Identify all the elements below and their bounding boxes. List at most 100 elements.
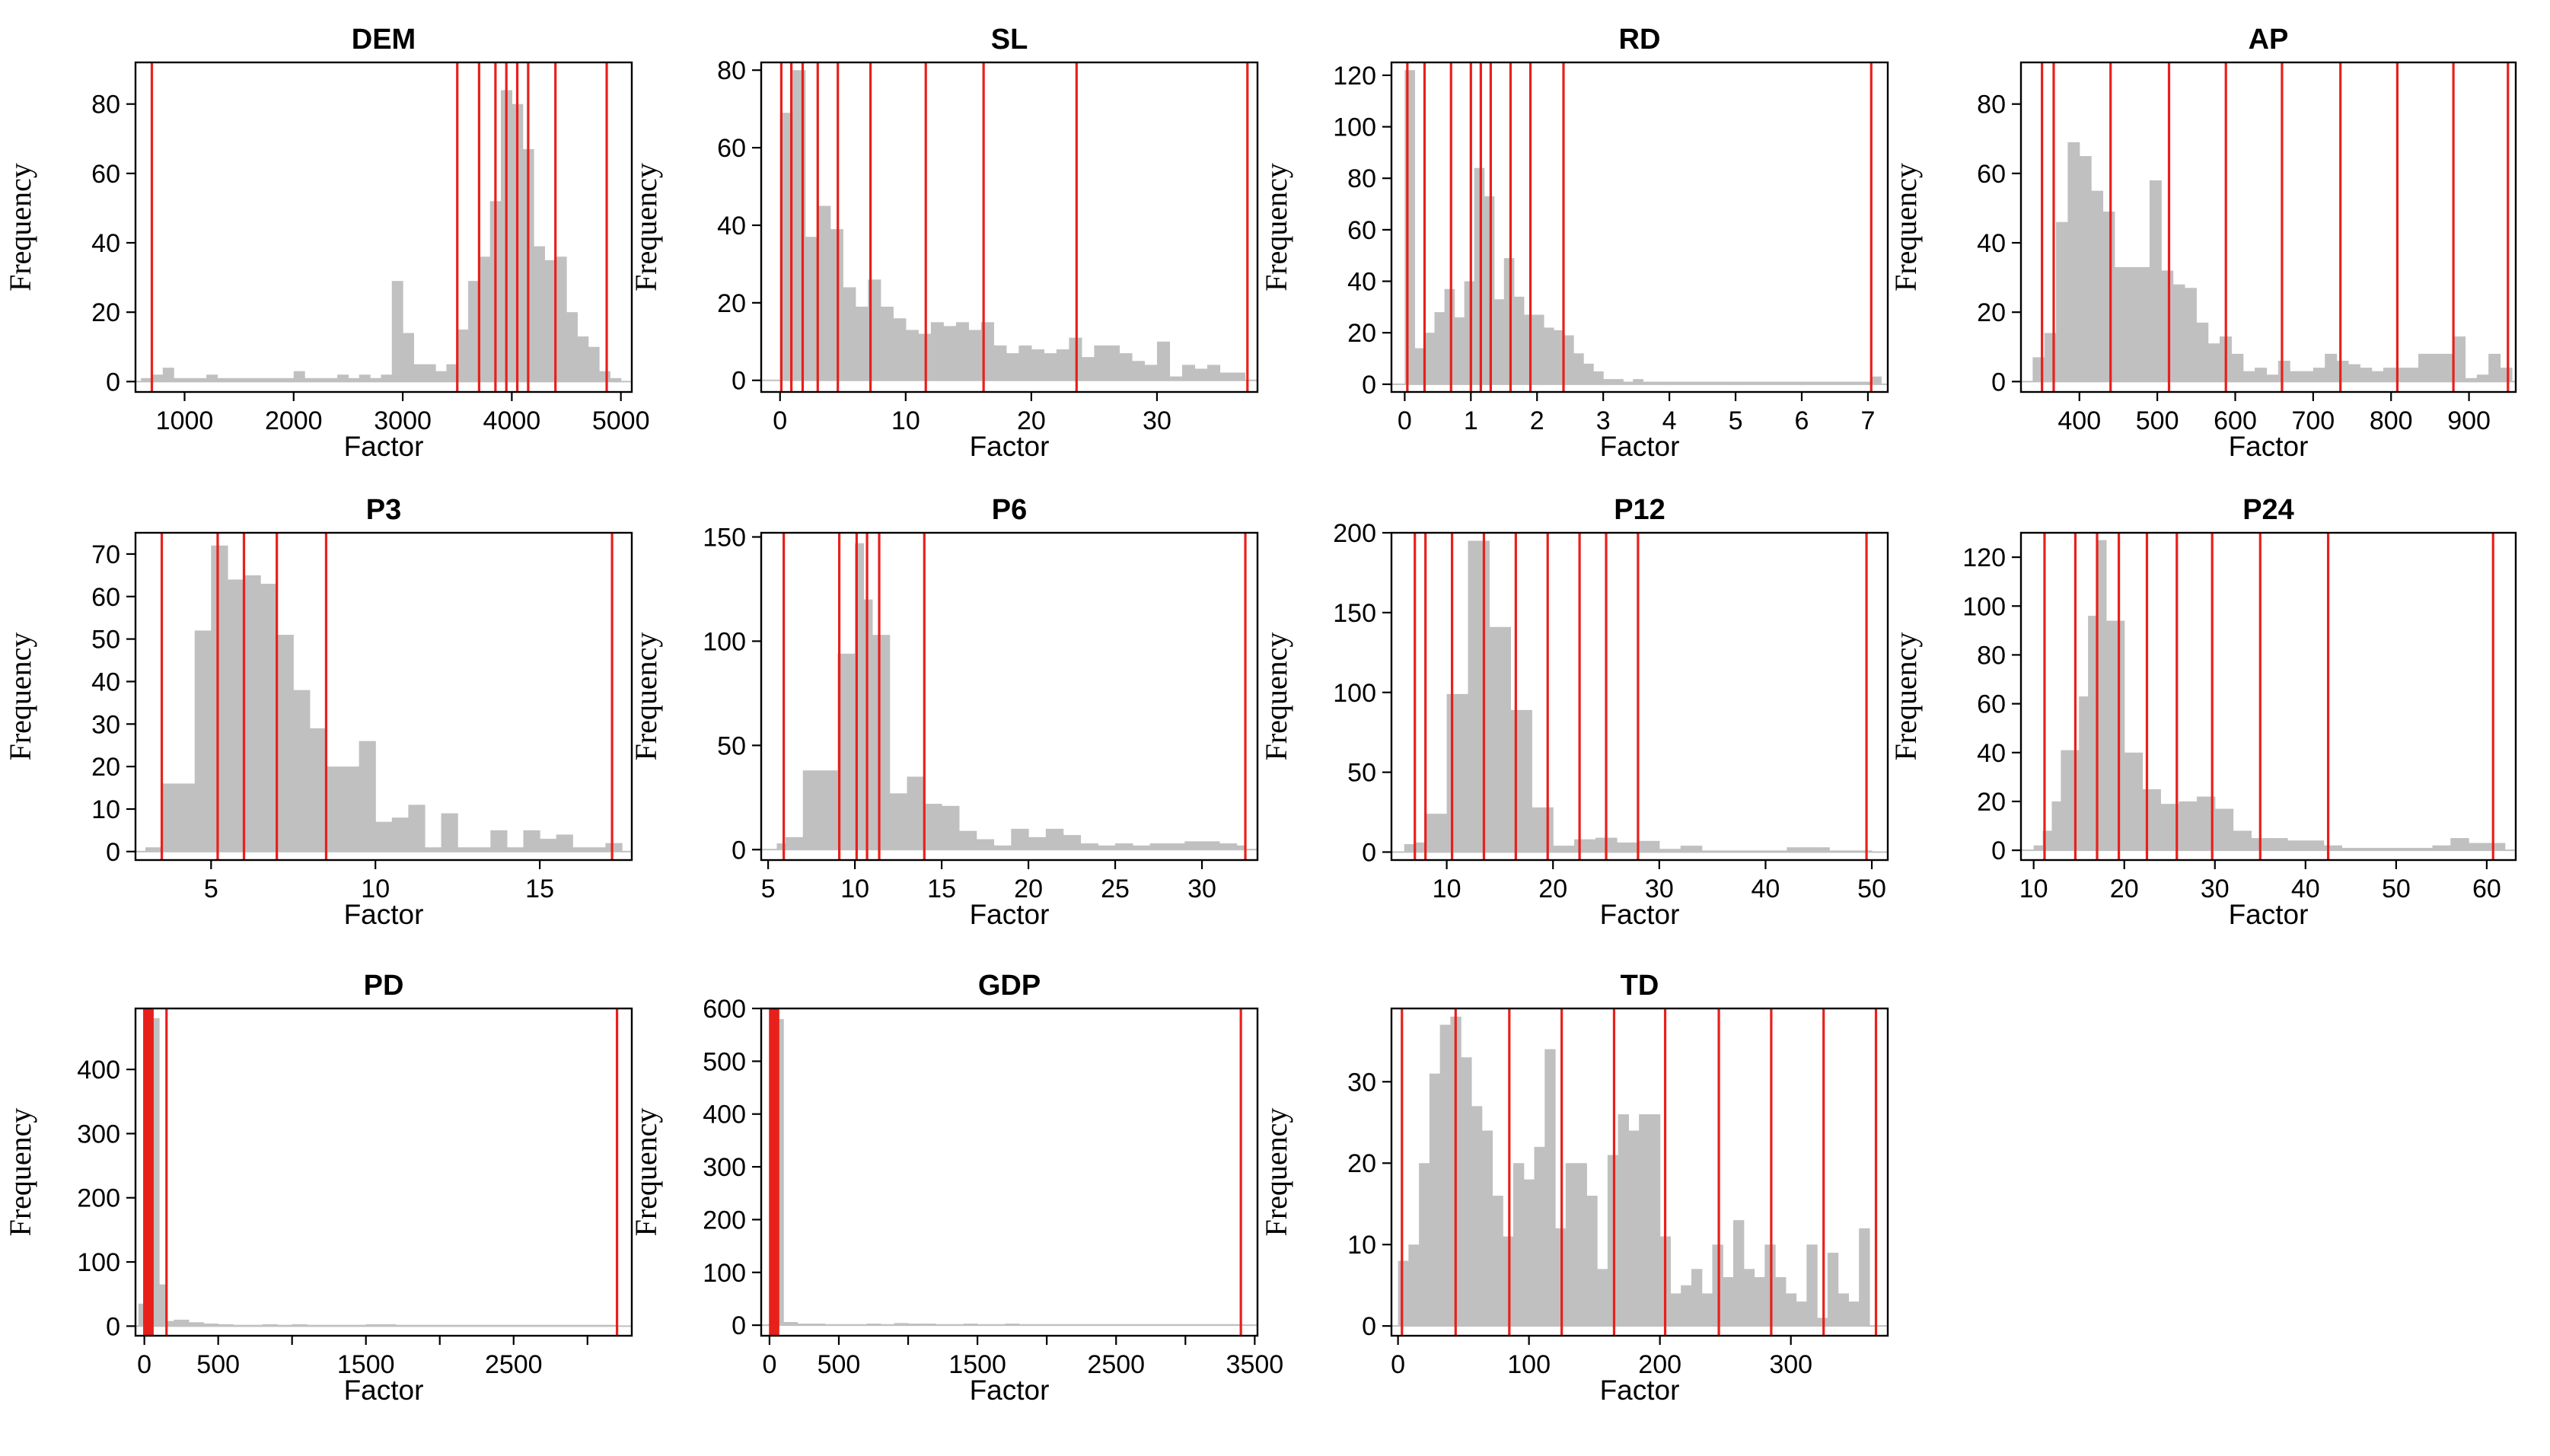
histogram-bar: [381, 1324, 397, 1327]
histogram-bar: [2056, 221, 2069, 382]
y-tick-label: 20: [1347, 1149, 1376, 1178]
x-tick-label: 5: [761, 875, 776, 903]
histogram-bar: [1493, 299, 1505, 384]
histogram-bar: [151, 1018, 160, 1327]
y-tick-label: 20: [1977, 298, 2006, 327]
histogram-bar: [1503, 258, 1515, 384]
y-tick-label: 10: [91, 795, 120, 824]
histogram-bar: [145, 847, 163, 852]
histogram-bar: [1586, 1196, 1598, 1327]
histogram-bar: [2378, 847, 2397, 851]
histogram-bar: [605, 843, 623, 852]
y-tick-label: 300: [77, 1120, 120, 1149]
x-axis-label: Factor: [970, 1375, 1050, 1406]
histogram-bar: [1771, 381, 1783, 384]
histogram-bar: [2102, 211, 2115, 382]
panel-title: P24: [2242, 494, 2294, 526]
histogram-bar: [1523, 1179, 1535, 1327]
x-axis-label: Factor: [970, 431, 1050, 462]
panel-title: PD: [364, 970, 404, 1002]
histogram-bar: [555, 256, 567, 382]
histogram-bar: [1827, 1252, 1839, 1327]
histogram-bar: [2088, 616, 2098, 851]
y-tick-label: 80: [717, 56, 746, 85]
y-axis-label: Frequency: [3, 1108, 37, 1237]
histogram-bar: [779, 113, 793, 381]
x-tick-label: 0: [1398, 406, 1412, 435]
histogram-bar: [1132, 845, 1151, 850]
panel-title: P6: [992, 494, 1027, 526]
x-tick-label: 20: [2110, 875, 2139, 903]
y-axis-label: Frequency: [1259, 163, 1293, 292]
panel-pd: 0 500 1500 2500 0 100 200 300 400 PD Factor Frequen…: [3, 970, 633, 1406]
histogram-bar: [141, 378, 153, 382]
plot-frame: [760, 1007, 1259, 1337]
x-tick-label: 500: [818, 1350, 861, 1379]
y-tick-label: 20: [1347, 319, 1376, 348]
histogram-bar: [326, 378, 338, 382]
histogram-bar: [1156, 341, 1171, 381]
histogram-bar: [184, 378, 196, 382]
histogram-bar: [1425, 814, 1437, 852]
histogram-bar: [1574, 839, 1596, 852]
histogram-bar: [473, 847, 491, 852]
x-axis-label: Factor: [344, 1375, 424, 1406]
x-axis-label: Factor: [344, 899, 424, 930]
histogram-bar: [1028, 836, 1047, 850]
histogram-bar: [1861, 381, 1872, 384]
histogram-bar: [811, 1324, 826, 1326]
x-tick-label: 100: [1507, 1350, 1551, 1379]
histogram-bar: [1045, 828, 1064, 850]
y-axis-label: Frequency: [1889, 163, 1923, 292]
x-tick-label: 3: [1596, 406, 1611, 435]
histogram-bar: [1806, 1244, 1818, 1327]
y-tick-label: 400: [703, 1101, 746, 1129]
histogram-bar: [2196, 322, 2209, 382]
histogram-bar: [2105, 620, 2116, 851]
histogram-bar: [1144, 365, 1158, 381]
histogram-bar: [1848, 1301, 1860, 1327]
x-tick-label: 3500: [1226, 1350, 1284, 1379]
y-tick-label: 0: [1991, 836, 2006, 865]
histogram-bar: [1593, 371, 1604, 384]
y-axis-label: Frequency: [1259, 632, 1293, 761]
x-tick-label: 50: [2382, 875, 2411, 903]
histogram-bar: [194, 630, 212, 852]
histogram-bar: [1628, 1130, 1640, 1327]
histogram-bar: [599, 371, 610, 382]
histogram-bar: [1006, 353, 1019, 381]
x-tick-label: 30: [1143, 406, 1171, 435]
histogram-bar: [993, 345, 1007, 381]
histogram-bar: [1701, 1293, 1713, 1327]
y-tick-label: 200: [77, 1184, 120, 1213]
histogram-bar: [2114, 266, 2127, 382]
histogram-bar: [2336, 360, 2349, 382]
plot-frame: [1390, 61, 1889, 393]
histogram-bar: [218, 1324, 234, 1327]
histogram-bar: [1643, 381, 1653, 384]
panel-title: RD: [1619, 24, 1661, 56]
y-tick-label: 60: [1977, 160, 2006, 189]
histogram-bar: [1167, 843, 1185, 850]
plot-area: [761, 533, 1257, 860]
histogram-bar: [161, 783, 179, 852]
histogram-bar: [1454, 317, 1465, 384]
x-tick-label: 20: [1538, 875, 1567, 903]
histogram-bar: [1723, 1276, 1734, 1327]
panel-p24: 10 20 30 40 50 60 0 20 40 60 80 100 120 P24 Factor Freq…: [1889, 494, 2517, 930]
histogram-bar: [1662, 381, 1674, 384]
histogram-bar: [1523, 314, 1535, 384]
histogram-bar: [572, 847, 590, 852]
histogram-bar: [1808, 847, 1830, 852]
histogram-bar: [1533, 314, 1544, 384]
histogram-bar: [217, 378, 229, 382]
histogram-bar: [797, 1324, 812, 1326]
histogram-bar: [2126, 266, 2139, 382]
histogram-bar: [818, 205, 831, 381]
histogram-bar: [2149, 180, 2162, 382]
panel-gdp: 0 500 1500 2500 3500 0 100 200 300 400 500 600 GDP Fa…: [629, 970, 1283, 1406]
histogram-bar: [2142, 789, 2161, 851]
histogram-bar: [1543, 327, 1554, 384]
histogram-bar: [1532, 807, 1543, 852]
